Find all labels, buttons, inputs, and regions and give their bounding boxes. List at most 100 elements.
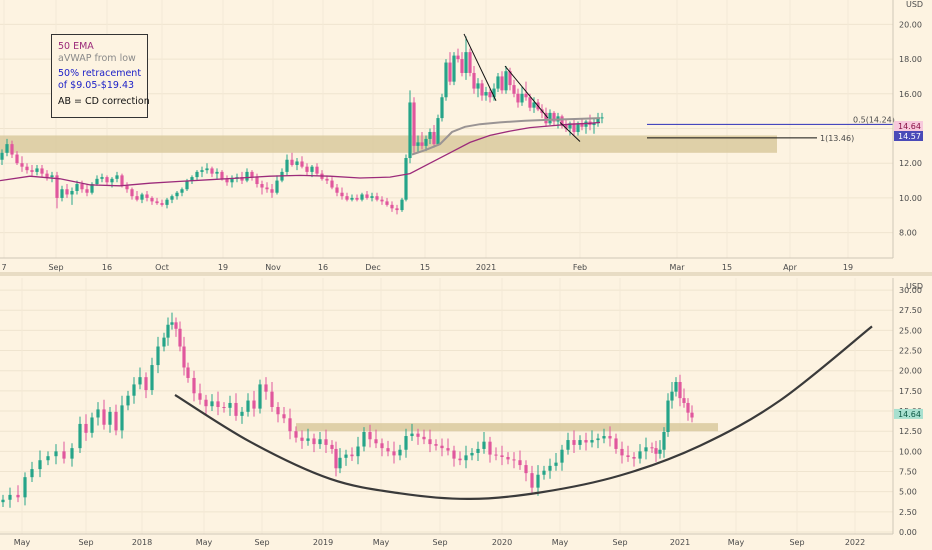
top-candle-body	[444, 62, 448, 98]
legend-avwap: aVWAP from low	[58, 53, 136, 64]
legend-abcd: AB = CD correction	[58, 96, 150, 107]
bottom-candle-body	[78, 423, 82, 449]
bottom-candle-body	[494, 454, 498, 456]
bottom-candle-body	[138, 377, 142, 385]
top-price-badge	[894, 121, 923, 131]
top-candle-body	[592, 123, 596, 126]
fib-1-label: 1(13.46)	[820, 134, 854, 143]
bottom-candle-body	[422, 436, 426, 440]
bottom-candle-body	[488, 441, 492, 455]
bottom-candle-body	[300, 437, 304, 441]
top-candle-body	[270, 189, 274, 193]
bottom-candle-body	[228, 402, 232, 408]
bottom-candle-body	[548, 465, 552, 471]
top-candle-body	[20, 163, 24, 167]
fib-05-label: 0.5(14.24)	[853, 115, 895, 124]
bottom-candle-body	[440, 445, 444, 449]
bottom-x-tick: 2019	[313, 538, 333, 547]
bottom-y-tick: 30.00	[899, 286, 922, 295]
bottom-candle-body	[404, 436, 408, 450]
legend-box: 50 EMA aVWAP from low 50% retracement of…	[51, 34, 150, 118]
bottom-candle-body	[344, 454, 348, 458]
bottom-candle-body	[318, 439, 322, 445]
bottom-x-tick: 2021	[670, 538, 690, 547]
top-candle-body	[125, 185, 129, 190]
bottom-candle-body	[132, 384, 136, 396]
bottom-y-tick: 12.50	[899, 427, 922, 436]
top-y-tick: 8.00	[899, 229, 917, 238]
bottom-candle-body	[276, 407, 280, 415]
bottom-candle-body	[686, 402, 690, 413]
top-candle-body	[110, 178, 114, 183]
bottom-candle-body	[670, 391, 674, 401]
bottom-candle-body	[258, 384, 262, 409]
bottom-candle-body	[476, 448, 480, 453]
top-candle-body	[416, 142, 420, 146]
top-candle-body	[548, 112, 552, 124]
bottom-y-tick: 0.00	[899, 528, 917, 537]
bottom-candle-body	[416, 433, 420, 437]
top-candle-body	[330, 180, 334, 188]
panel-separator[interactable]	[0, 272, 932, 276]
top-candle-body	[420, 142, 424, 146]
abcd-segment	[559, 122, 581, 142]
top-x-tick: 19	[843, 263, 853, 272]
bottom-candle-body	[410, 433, 414, 437]
bottom-candle-body	[602, 436, 606, 439]
bottom-candle-body	[666, 400, 670, 432]
top-candle-body	[5, 144, 9, 153]
top-candle-body	[395, 208, 399, 211]
top-candle-body	[584, 121, 588, 127]
bottom-candle-body	[506, 457, 510, 460]
bottom-candle-body	[614, 438, 618, 449]
bottom-candle-body	[658, 449, 662, 454]
bottom-support-zone	[296, 423, 718, 432]
cup-curve	[174, 325, 873, 501]
top-candle-body	[205, 168, 209, 171]
bottom-candle-body	[482, 441, 486, 449]
top-y-tick: 12.00	[899, 159, 922, 168]
top-candle-body	[492, 88, 496, 98]
top-candle-body	[120, 175, 124, 186]
top-candle-body	[160, 203, 164, 205]
top-candle-body	[424, 138, 428, 146]
bottom-candle-body	[682, 398, 686, 403]
top-x-tick: Feb	[573, 263, 587, 272]
bottom-candle-body	[690, 412, 694, 418]
bottom-candle-body	[632, 457, 636, 459]
top-x-tick: 2021	[476, 263, 496, 272]
top-candle-body	[370, 196, 374, 198]
bottom-candle-body	[174, 322, 178, 329]
top-candle-body	[564, 125, 568, 129]
top-candle-body	[105, 177, 109, 183]
top-candle-body	[275, 180, 279, 193]
bottom-candle-body	[578, 440, 582, 445]
bottom-x-tick: 2022	[845, 538, 865, 547]
bottom-candle-body	[560, 449, 564, 463]
top-price-badge-text: 14.64	[898, 122, 921, 131]
bottom-candle-body	[626, 455, 630, 457]
bottom-candle-body	[186, 367, 190, 378]
top-candle-body	[560, 116, 564, 126]
top-candle-body	[165, 199, 169, 205]
bottom-candle-body	[674, 382, 678, 392]
bottom-candle-body	[182, 346, 186, 368]
top-candle-body	[260, 184, 264, 188]
bottom-candle-body	[204, 399, 208, 407]
bottom-candle-body	[362, 432, 366, 447]
top-candle-body	[468, 52, 472, 73]
bottom-x-tick: Sep	[432, 538, 447, 547]
top-candle-body	[285, 159, 289, 172]
top-price-badge	[894, 131, 923, 141]
bottom-price-badges: 14.64	[894, 408, 923, 419]
bottom-candle-body	[530, 473, 534, 488]
bottom-y-tick: 7.50	[899, 468, 917, 477]
bottom-candle-body	[330, 444, 334, 449]
bottom-candle-body	[334, 448, 338, 469]
top-candle-body	[345, 196, 349, 200]
bottom-candle-body	[178, 328, 182, 347]
top-candle-body	[55, 175, 59, 198]
bottom-candle-body	[192, 377, 196, 394]
bottom-candle-body	[662, 432, 666, 450]
